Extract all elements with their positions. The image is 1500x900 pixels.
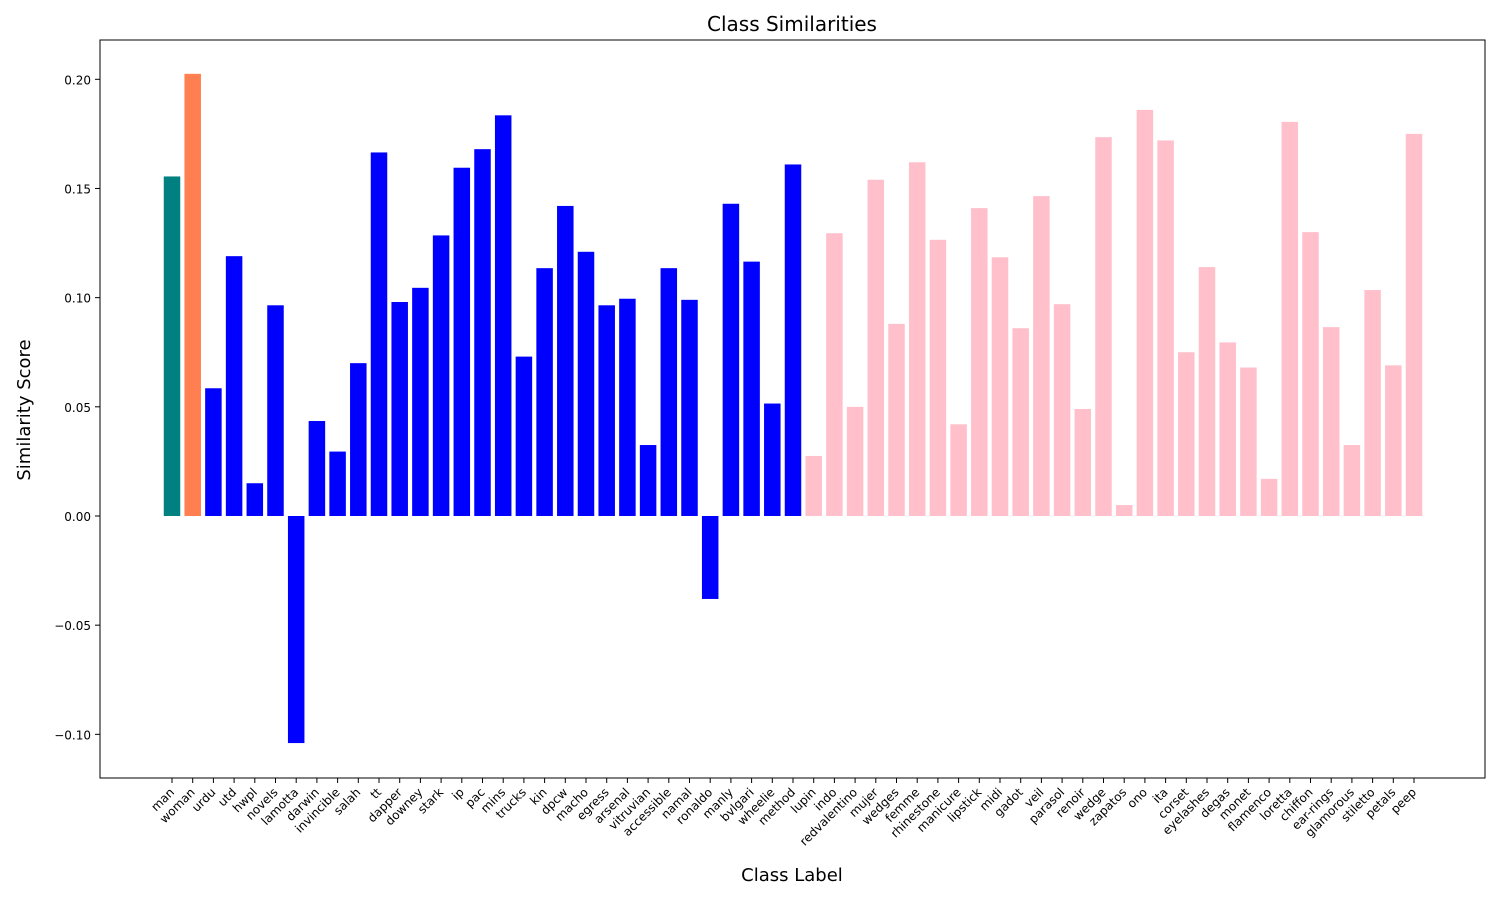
bar-lupin: [805, 455, 822, 516]
bar-accessible: [660, 268, 678, 516]
bar-renoir: [1074, 409, 1092, 516]
bar-femme: [908, 162, 926, 516]
bar-method: [784, 164, 802, 516]
bar-utd: [225, 256, 243, 516]
bar-namal: [681, 299, 698, 516]
bar-petals: [1385, 365, 1402, 516]
bar-redvalentino: [846, 406, 864, 516]
bar-ita: [1157, 140, 1174, 516]
bar-stark: [432, 235, 450, 516]
bar-man: [163, 176, 181, 516]
bar-ip: [453, 167, 471, 516]
bar-tt: [370, 152, 388, 516]
bar-hwpl: [246, 483, 264, 516]
bar-indo: [826, 233, 843, 516]
y-tick-label: −0.05: [54, 619, 91, 633]
bar-glamorous: [1343, 445, 1361, 516]
bar-corset: [1178, 352, 1195, 516]
bar-lamotta: [287, 515, 305, 744]
bar-invincible: [329, 451, 346, 516]
y-tick-label: 0.10: [64, 292, 91, 306]
bar-monet: [1240, 367, 1257, 516]
bar-mujer: [867, 179, 885, 516]
bar-chiffon: [1302, 232, 1319, 516]
bar-ono: [1136, 109, 1154, 516]
bar-manly: [722, 203, 740, 516]
bars-group: [163, 73, 1423, 744]
bar-ronaldo: [701, 515, 719, 599]
bar-peep: [1405, 133, 1423, 516]
bar-urdu: [205, 388, 222, 516]
bar-wedges: [888, 323, 905, 516]
bar-pac: [474, 149, 491, 516]
bar-kin: [536, 268, 553, 516]
bar-manicure: [950, 424, 967, 516]
bar-parasol: [1053, 304, 1071, 516]
y-tick-label: 0.05: [64, 401, 91, 415]
y-tick-label: 0.15: [64, 182, 91, 196]
bar-novels: [267, 305, 284, 516]
bar-lipstick: [971, 208, 988, 516]
bar-mins: [494, 115, 512, 516]
bar-arsenal: [619, 298, 636, 516]
bar-stiletto: [1364, 290, 1381, 516]
y-axis: −0.10 −0.05 0.00 0.05 0.10 0.15 0.20: [54, 73, 100, 742]
x-axis-title: Class Label: [741, 865, 843, 886]
bar-woman: [184, 73, 201, 516]
bar-trucks: [515, 356, 533, 516]
y-tick-label: −0.10: [54, 728, 91, 742]
bar-loretta: [1281, 121, 1299, 516]
bar-gadot: [1012, 328, 1029, 516]
plot-area-frame: [99, 39, 1486, 779]
bar-bvlgari: [743, 261, 760, 516]
bar-dapper: [391, 302, 408, 516]
bar-egress: [598, 305, 615, 516]
bar-wheelie: [764, 403, 781, 516]
bar-midi: [991, 257, 1009, 516]
bar-veil: [1033, 196, 1050, 516]
bar-degas: [1219, 342, 1236, 516]
y-axis-title: Similarity Score: [14, 339, 35, 480]
bar-vitruvian: [639, 445, 657, 516]
bar-salah: [350, 363, 367, 516]
chart-title: Class Similarities: [707, 12, 877, 36]
bar-ear-rings: [1322, 327, 1340, 516]
bar-wedge: [1095, 137, 1112, 516]
bar-macho: [577, 251, 595, 516]
y-tick-label: 0.20: [64, 73, 91, 87]
y-tick-label: 0.00: [64, 510, 91, 524]
bar-downey: [412, 287, 429, 516]
bar-darwin: [308, 421, 326, 516]
bar-flamenco: [1260, 478, 1278, 516]
bar-rhinestone: [929, 239, 947, 516]
bar-eyelashes: [1198, 267, 1216, 516]
bar-zapatos: [1115, 505, 1133, 516]
bar-dpcw: [557, 205, 574, 516]
